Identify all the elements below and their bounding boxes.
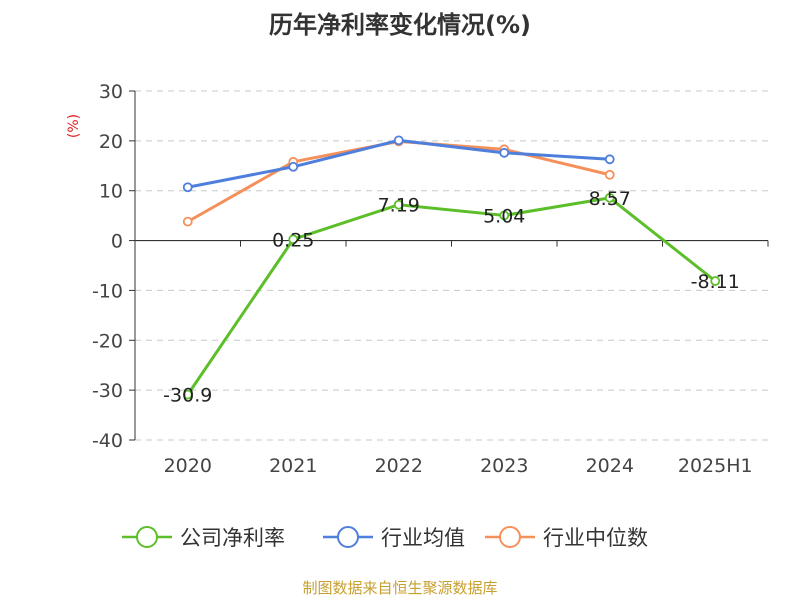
series-line-0 [186, 196, 717, 396]
series-point-1[interactable] [182, 182, 193, 193]
x-tick-label: 2021 [269, 455, 317, 477]
series-point-0[interactable] [604, 192, 615, 203]
series-point-1[interactable] [393, 135, 404, 146]
y-tick-label: 0 [111, 231, 123, 253]
legend-item-2[interactable]: 行业中位数 [485, 526, 648, 550]
legend-marker-icon [136, 526, 158, 548]
y-tick-label: -10 [92, 280, 123, 302]
data-labels: -30.9 0.25 7.19 5.04 8.57 -8.11 [163, 188, 740, 407]
data-label: 5.04 [483, 205, 525, 227]
y-tick-label: -20 [92, 330, 123, 352]
y-tick-label: -40 [92, 430, 123, 452]
axes: 30 20 10 0 -10 -20 -30 -40 2020 2021 2022 2023 2024 2… [92, 81, 769, 477]
x-tick-label: 2023 [480, 455, 528, 477]
series-point-2[interactable] [182, 216, 193, 227]
series-point-1[interactable] [604, 154, 615, 165]
y-tick-label: 10 [99, 181, 123, 203]
series-point-1[interactable] [288, 161, 299, 172]
series-point-0[interactable] [393, 199, 404, 210]
x-tick-label: 2024 [586, 455, 634, 477]
data-label: 7.19 [378, 195, 420, 217]
data-label: 8.57 [589, 188, 631, 210]
y-axis-unit: (%) [66, 114, 82, 138]
legend[interactable]: 公司净利率 行业均值 行业中位数 [122, 526, 648, 550]
y-tick-label: 20 [99, 131, 123, 153]
series-point-0[interactable] [288, 234, 299, 245]
y-tick-label: 30 [99, 81, 123, 103]
y-tick-label: -30 [92, 380, 123, 402]
legend-item-0[interactable]: 公司净利率 [122, 526, 285, 550]
series-lines [182, 135, 721, 400]
x-tick-label: 2020 [164, 455, 212, 477]
series-point-0[interactable] [710, 276, 721, 286]
x-tick-label: 2025H1 [678, 455, 753, 477]
source-note: 制图数据来自恒生聚源数据库 [302, 579, 497, 597]
grid-lines [135, 90, 768, 441]
legend-item-1[interactable]: 行业均值 [323, 526, 465, 550]
legend-label: 行业均值 [381, 526, 465, 550]
data-label: -30.9 [163, 385, 212, 407]
data-label: 0.25 [272, 229, 314, 251]
chart-title: 历年净利率变化情况(%) [269, 11, 531, 39]
series-point-2[interactable] [604, 169, 615, 180]
series-line-1 [187, 138, 610, 189]
series-point-0[interactable] [499, 210, 510, 221]
legend-marker-icon [337, 526, 359, 548]
series-point-0[interactable] [182, 389, 193, 400]
data-label: -8.11 [691, 271, 740, 293]
x-tick-label: 2022 [375, 455, 423, 477]
legend-label: 公司净利率 [180, 526, 285, 550]
legend-label: 行业中位数 [543, 526, 648, 550]
series-point-1[interactable] [499, 147, 510, 158]
legend-marker-icon [499, 526, 521, 548]
